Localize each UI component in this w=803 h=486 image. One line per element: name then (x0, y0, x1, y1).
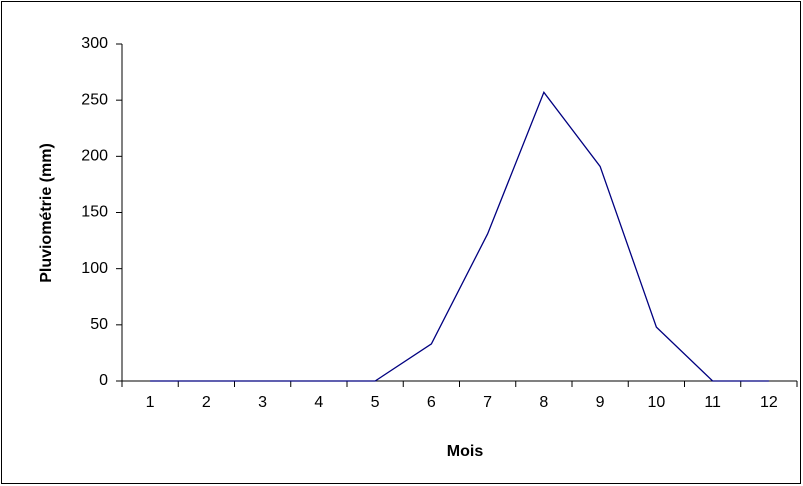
x-tick-label: 7 (483, 394, 492, 411)
y-tick-label: 250 (81, 91, 108, 108)
data-line (150, 90, 769, 382)
y-tick-label: 200 (81, 148, 108, 165)
x-tick-label: 3 (258, 394, 267, 411)
x-tick-label: 8 (539, 394, 548, 411)
x-axis-title: Mois (447, 443, 484, 460)
x-tick-label: 12 (760, 394, 778, 411)
x-tick-label: 11 (704, 394, 721, 411)
y-tick-label: 100 (81, 260, 108, 277)
x-tick-label: 6 (427, 394, 436, 411)
x-tick-label: 10 (647, 394, 665, 411)
y-axis-title: Pluviométrie (mm) (38, 143, 55, 283)
y-tick-label: 0 (99, 372, 108, 389)
x-tick-label: 4 (314, 394, 323, 411)
x-tick-label: 9 (596, 394, 605, 411)
y-tick-label: 150 (81, 204, 108, 221)
x-tick-label: 5 (371, 394, 380, 411)
y-tick-label: 50 (90, 316, 108, 333)
x-tick-label: 1 (146, 394, 155, 411)
x-tick-label: 2 (202, 394, 211, 411)
y-tick-label: 300 (81, 35, 108, 52)
